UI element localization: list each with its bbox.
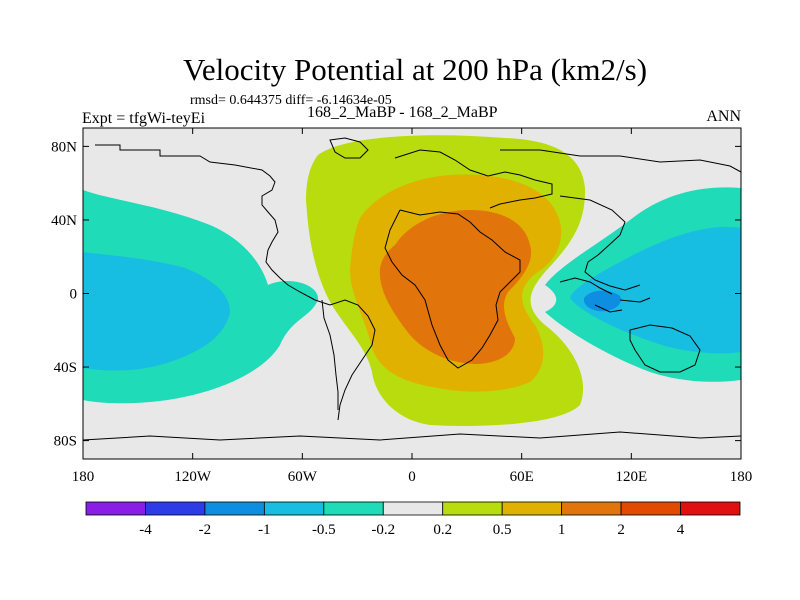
x-tick-label: 0 [408,469,416,485]
experiment-label: Expt = tfgWi-teyEi [82,110,206,127]
x-tick-label: 180 [72,469,95,485]
colorbar-level-label: 0.2 [433,522,452,538]
coastline-europe [394,149,553,209]
positive-contour-fill-core [379,210,532,364]
rmsd-diff-label: rmsd= 0.644375 diff= -6.14634e-05 [190,93,392,108]
y-tick-label: 40S [54,360,77,376]
colorbar-level-label: 0.5 [493,522,512,538]
coastline-greenland [329,137,369,159]
coastline-australia [629,324,701,373]
x-tick-label: 120E [615,469,647,485]
case-comparison-label: 168_2_MaBP - 168_2_MaBP [307,104,498,121]
colorbar-level-label: -2 [199,522,212,538]
y-tick-label: 80S [54,434,77,450]
colorbar-level-label: 1 [558,522,566,538]
x-axis: 180 120W 60W 0 60E 120E 180 [72,128,753,485]
colorbar-level-label: -0.2 [371,522,395,538]
y-axis: 80N 40N 0 40S 80S [51,139,741,450]
colorbar-swatch [323,501,384,516]
x-tick-label: 60W [288,469,318,485]
map-area [83,128,741,459]
chart-title: Velocity Potential at 200 hPa (km2/s) [182,52,648,87]
x-tick-label: 120W [174,469,212,485]
colorbar-level-label: 2 [617,522,625,538]
y-tick-label: 0 [70,287,78,303]
colorbar-swatch [382,501,444,516]
coastline-asia [500,149,741,291]
x-tick-label: 60E [510,469,534,485]
colorbar-level-label: -0.5 [312,522,336,538]
negative-contour-fill-west-inner [83,252,230,371]
coastline-south-america-west [321,299,339,410]
x-tick-label: 180 [730,469,753,485]
colorbar-legend: -4 -2 -1 -0.5 -0.2 0.2 0.5 1 2 4 [85,501,741,538]
colorbar-swatch [85,501,146,516]
coastline-north-america [95,144,316,301]
coastline-africa [384,209,521,369]
colorbar-swatch [263,501,325,516]
colorbar-swatch [620,501,681,516]
colorbar-level-label: -4 [139,522,152,538]
coastline-south-america [314,299,376,421]
colorbar-swatch [442,501,503,516]
colorbar-level-label: 4 [677,522,685,538]
y-tick-label: 40N [51,213,77,229]
colorbar-swatch [501,501,563,516]
coastline-maritime-continent [559,277,651,313]
negative-contour-fill-east-inner [570,226,741,354]
colorbar-swatch [561,501,622,516]
y-tick-label: 80N [51,139,77,155]
season-label: ANN [706,108,741,125]
colorbar-swatch [680,501,741,516]
colorbar-swatch [145,501,206,516]
colorbar-swatch [204,501,265,516]
coastline-antarctica [83,431,741,441]
colorbar-level-label: -1 [258,522,271,538]
coastlines [83,137,741,441]
negative-contour-fill-east-core [583,290,621,312]
